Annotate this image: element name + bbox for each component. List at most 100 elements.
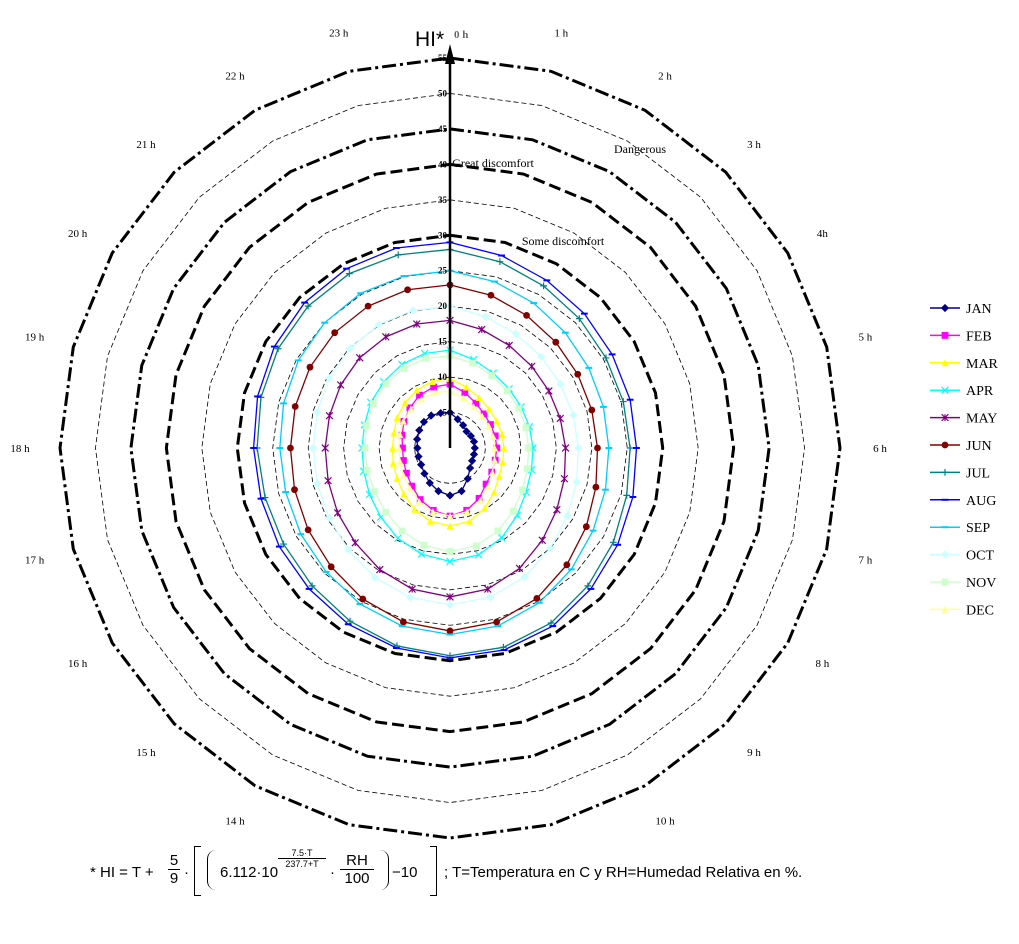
series-line-may [324,319,567,598]
formula-base: 6.112·10 [220,864,279,881]
point-jul-3 [575,315,583,323]
point-dec-13 [429,508,437,516]
radial-tick-10: 10 [438,372,448,382]
radial-tick-50: 50 [438,88,448,98]
legend-marker-apr [941,386,949,395]
series-jan [413,408,479,500]
series-oct [309,302,583,609]
legend-item-aug: AUG [930,494,996,509]
legend-label-may: MAY [966,412,997,427]
point-jul-2 [540,282,547,290]
hour-label-14: 14 h [225,815,245,827]
radial-tick-25: 25 [438,266,448,276]
point-may-4 [545,387,553,395]
legend-item-mar: MAR [930,357,999,372]
point-jun-2 [523,311,530,319]
point-dec-23 [431,389,439,396]
point-may-19 [325,411,334,420]
point-mar-23 [428,378,436,385]
formula-dot: · [184,864,189,881]
point-oct-20 [324,374,334,383]
formula-fraction: 5 9 [168,852,180,887]
hour-label-22: 22 h [225,71,245,83]
point-mar-22 [413,386,421,394]
legend-label-oct: OCT [966,549,994,564]
point-feb-1 [461,389,469,396]
point-oct-9 [546,544,555,553]
point-nov-14 [398,527,406,535]
point-jun-18 [287,444,294,452]
legend-label-feb: FEB [966,329,992,344]
radial-tick-30: 30 [438,230,448,240]
point-jul-17 [261,494,269,501]
point-jan-9 [465,463,475,473]
legend-item-jul: JUL [930,466,990,481]
point-jan-1 [453,415,462,424]
point-apr-13 [417,550,426,558]
point-dec-4 [485,422,493,430]
hour-label-4: 4h [817,228,829,240]
point-jul-4 [602,354,610,362]
point-mar-13 [426,517,434,525]
point-jun-12 [446,627,454,635]
point-dec-19 [396,431,404,439]
point-may-23 [412,320,421,328]
point-nov-1 [469,359,477,367]
hour-label-23: 23 h [329,28,349,40]
legend-item-oct: OCT [930,549,994,564]
point-jun-22 [364,302,372,310]
point-nov-11 [472,542,480,550]
point-oct-17 [313,479,322,488]
point-oct-5 [569,410,578,420]
point-nov-15 [382,508,390,516]
point-jul-6 [626,444,634,452]
point-may-12 [446,593,454,601]
point-oct-21 [346,344,355,353]
hour-label-21: 21 h [136,139,156,151]
point-jan-4 [466,431,475,441]
axis-arrow [445,44,455,64]
point-jun-13 [399,618,407,626]
point-may-10 [515,564,524,573]
formula-paren-left [207,850,216,890]
point-may-1 [477,325,486,334]
point-jul-7 [623,491,631,499]
point-feb-9 [482,480,490,488]
legend-label-sep: SEP [966,521,990,536]
point-jan-11 [457,487,466,496]
point-mar-6 [500,444,508,452]
legend-marker-dec [941,606,949,613]
polar-grid [58,56,842,840]
point-mar-16 [393,475,401,482]
point-mar-10 [481,504,489,512]
series-dec [395,387,499,520]
formula-rh-den: 100 [340,869,374,887]
point-nov-12 [446,548,454,555]
point-feb-2 [472,399,480,407]
formula-minus-ten: −10 [392,864,418,881]
series-may [321,316,570,601]
point-jun-8 [582,523,590,531]
series-jul [253,246,634,660]
point-oct-2 [511,329,521,338]
point-mar-17 [389,459,397,467]
point-dec-1 [459,394,467,402]
point-nov-19 [363,422,370,430]
point-oct-11 [485,593,495,602]
point-feb-3 [480,410,488,418]
point-mar-18 [389,444,396,452]
grid-ring-25 [272,270,628,626]
point-feb-14 [416,496,424,503]
legend-label-dec: DEC [966,603,994,618]
radar-chart: HI* 5 10 15 20 25 30 35 40 45 50 55 0 h 1 h 2 h 3 h 4h 5 … [10,28,999,840]
point-dec-3 [478,412,486,420]
legend-marker-oct [940,550,950,559]
series-line-sep [279,270,610,636]
point-oct-8 [563,511,572,520]
point-dec-5 [489,433,497,440]
point-nov-3 [503,387,511,395]
point-may-7 [560,474,569,483]
formula-exponent: 7.5·T 237.7+T [278,848,326,869]
hour-label-2: 2 h [658,71,672,83]
legend-label-aug: AUG [966,494,996,509]
